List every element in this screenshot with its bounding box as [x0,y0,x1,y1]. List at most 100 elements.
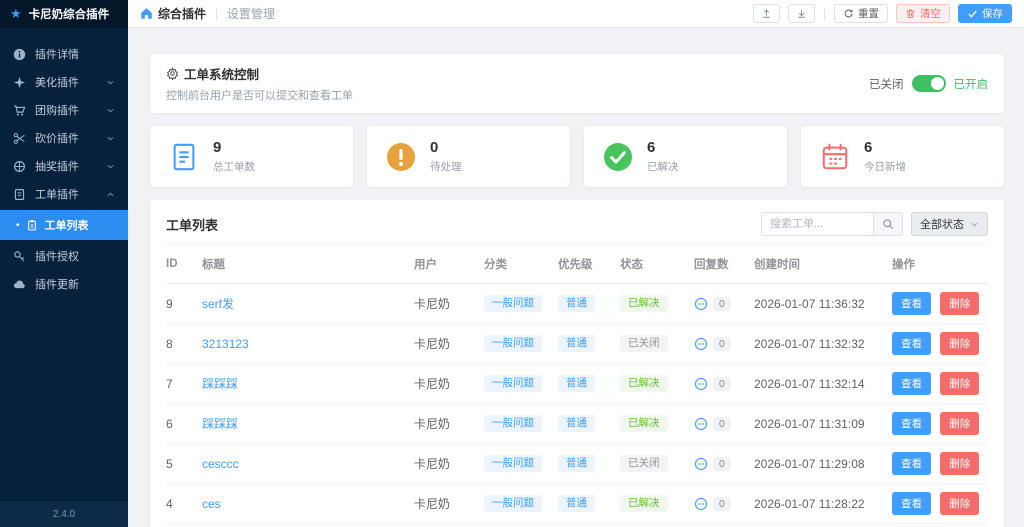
sidebar-item-groupbuy[interactable]: 团购插件 [0,96,128,124]
export-button[interactable] [753,4,781,23]
ticket-created-time: 2026-01-07 11:31:09 [754,416,865,431]
chat-bubble-icon [694,337,708,350]
row-actions: 查看 删除 [892,492,988,515]
stat-value: 6 [864,139,873,156]
sidebar-item-label: 砍价插件 [35,133,79,145]
sidebar-item-tickets[interactable]: 工单插件 [0,180,128,208]
stat-label: 今日新增 [864,161,906,173]
ticket-title-link[interactable]: 踩踩踩 [202,417,239,431]
ticket-created-time: 2026-01-07 11:32:32 [754,336,865,351]
view-button[interactable]: 查看 [892,492,931,515]
tab-settings[interactable]: 设置管理 [227,5,275,22]
status-filter-select[interactable]: 全部状态 [911,212,988,236]
clear-button[interactable]: 清空 [896,4,950,23]
sidebar-item-label: 团购插件 [35,105,79,117]
priority-badge: 普通 [558,414,595,433]
chat-bubble-icon [694,497,708,510]
delete-button[interactable]: 删除 [940,292,980,315]
check-circle-icon [602,141,634,173]
sidebar-item-update[interactable]: 插件更新 [0,270,128,298]
delete-button[interactable]: 删除 [940,412,980,435]
ticket-title-link[interactable]: cesccc [202,456,239,471]
tab-label: 综合插件 [158,7,207,21]
sidebar-item-label: 插件授权 [35,251,79,263]
sidebar-item-bargain[interactable]: 砍价插件 [0,124,128,152]
ticket-user: 卡尼奶 [414,297,451,311]
search-input[interactable] [761,212,873,236]
stat-text: 9 总工单数 [213,139,255,174]
gear-icon [166,67,179,80]
status-filter-value: 全部状态 [920,219,964,231]
col-actions: 操作 [892,259,915,271]
view-button[interactable]: 查看 [892,332,931,355]
replies-cell: 0 [694,496,754,511]
status-badge: 已关闭 [620,454,668,473]
category-badge: 一般问题 [484,494,542,513]
calendar-icon [819,141,851,173]
search-icon [883,219,893,229]
chevron-down-icon [107,80,114,85]
chevron-down-icon [107,164,114,169]
sidebar-item-lottery[interactable]: 抽奖插件 [0,152,128,180]
view-button[interactable]: 查看 [892,412,931,435]
category-badge: 一般问题 [484,334,542,353]
stat-text: 0 待处理 [430,139,462,174]
ticket-created-time: 2026-01-07 11:32:14 [754,376,865,391]
replies-cell: 0 [694,416,754,431]
document-list-icon [168,141,200,173]
sidebar-item-beautify[interactable]: 美化插件 [0,68,128,96]
save-button[interactable]: 保存 [958,4,1012,23]
col-priority: 优先级 [558,259,593,271]
sidebar-item-ticket-list[interactable]: • 工单列表 [0,210,128,240]
row-actions: 查看 删除 [892,372,988,395]
search-button[interactable] [873,212,903,236]
ticket-title-link[interactable]: 踩踩踩 [202,377,239,391]
ticket-title-link[interactable]: serf发 [202,297,235,311]
delete-button[interactable]: 删除 [940,492,980,515]
delete-button[interactable]: 删除 [940,452,980,475]
table-row: 9 serf发 卡尼奶 一般问题 普通 已解决 0 2026-01-07 11:… [166,284,988,324]
ticket-title-link[interactable]: ces [202,496,221,511]
tab-general-plugin[interactable]: 综合插件 [140,5,206,22]
view-button[interactable]: 查看 [892,372,931,395]
cart-icon [13,104,26,117]
row-actions: 查看 删除 [892,412,988,435]
control-card-text: 工单系统控制 控制前台用户是否可以提交和查看工单 [166,64,353,103]
sidebar-item-label: 工单插件 [35,189,79,201]
import-button[interactable] [788,4,816,23]
toolbar: | 重置 清空 保存 [753,4,1012,23]
chat-bubble-icon [694,297,708,310]
sidebar-item-plugin-details[interactable]: 插件详情 [0,40,128,68]
chevron-up-icon [107,191,114,196]
ticket-created-time: 2026-01-07 11:28:22 [754,496,865,511]
scissors-icon [13,132,26,145]
table-row: 6 踩踩踩 卡尼奶 一般问题 普通 已解决 0 2026-01-07 11:31… [166,404,988,444]
reply-count-badge: 0 [713,496,731,511]
delete-button[interactable]: 删除 [940,332,980,355]
ticket-system-toggle[interactable] [911,75,946,92]
sidebar-item-license[interactable]: 插件授权 [0,242,128,270]
chat-bubble-icon [694,417,708,430]
view-button[interactable]: 查看 [892,452,931,475]
ticket-title-link[interactable]: 3213123 [202,336,249,351]
ticket-user: 卡尼奶 [414,417,451,431]
toggle-on-label: 已开启 [953,78,989,91]
delete-button[interactable]: 删除 [940,372,980,395]
tab-label: 设置管理 [226,7,275,21]
category-badge: 一般问题 [484,454,542,473]
ticket-user: 卡尼奶 [414,337,451,351]
version-label: 2.4.0 [0,501,128,527]
reply-count-badge: 0 [713,416,731,431]
nav-divider: | [215,7,218,20]
ticket-list-title: 工单列表 [166,217,219,233]
view-button[interactable]: 查看 [892,292,931,315]
main-area: 综合插件 | 设置管理 | 重置 清空 保存 [128,0,1024,527]
status-badge: 已解决 [620,374,668,393]
ticket-user: 卡尼奶 [414,377,451,391]
stat-text: 6 已解决 [647,139,679,174]
chevron-down-icon [107,136,114,141]
category-badge: 一般问题 [484,374,542,393]
sidebar: ★ 卡尼奶综合插件 插件详情 美化插件 团购插件 [0,0,128,527]
sidebar-item-label: 插件详情 [35,49,79,61]
reset-button[interactable]: 重置 [834,4,888,23]
